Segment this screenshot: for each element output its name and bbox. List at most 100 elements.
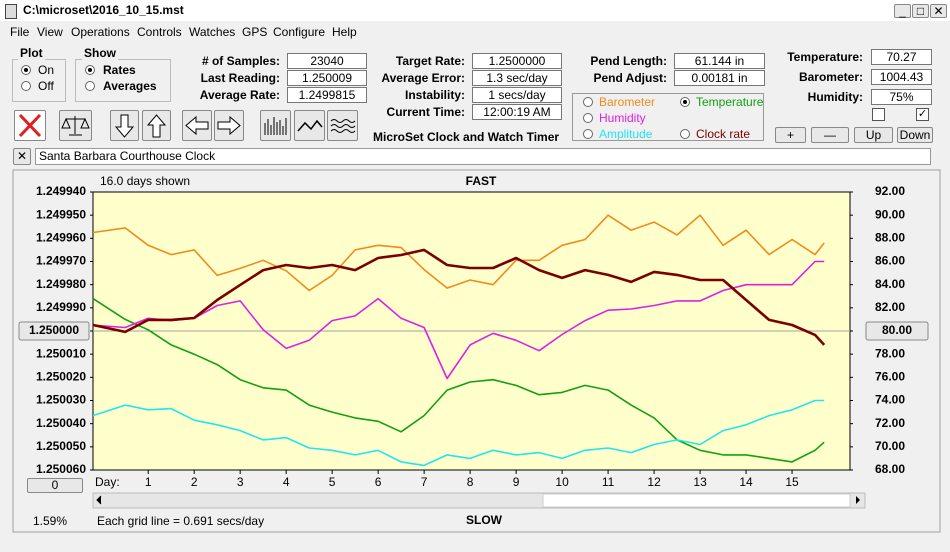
y-tick-label: 1.249990	[36, 300, 86, 314]
down-small-button[interactable]: Down	[897, 127, 933, 143]
legend-label: Barometer	[599, 95, 656, 109]
scroll-thumb[interactable]	[542, 493, 851, 508]
minimize[interactable]: _	[894, 4, 911, 18]
y2-tick-label: 78.00	[875, 346, 905, 360]
x-tick-label: 3	[237, 475, 244, 489]
fast-label: FAST	[466, 174, 497, 188]
menu-item[interactable]: View	[37, 25, 63, 39]
icon	[114, 114, 135, 138]
field-label: Average Error:	[381, 71, 465, 85]
field-value: 1.3 sec/day	[472, 70, 562, 86]
field-value: 23040	[287, 53, 367, 69]
minus-button[interactable]: —	[811, 127, 849, 143]
y2-tick-label: 86.00	[875, 254, 905, 268]
field-value: 75%	[871, 89, 932, 105]
y2-tick-label: 90.00	[875, 207, 905, 221]
radio-rates[interactable]	[85, 65, 95, 75]
checkbox[interactable]	[872, 108, 885, 121]
radio-label: Off	[38, 79, 54, 93]
icon	[297, 119, 323, 132]
x-tick-label: 9	[513, 475, 520, 489]
menu-item[interactable]: Watches	[189, 25, 236, 39]
app-icon	[5, 4, 17, 19]
menu-item[interactable]: File	[10, 25, 30, 39]
x-tick-label: 14	[739, 475, 753, 489]
x-tick-label: 13	[693, 475, 707, 489]
grid-note: Each grid line = 0.691 secs/day	[97, 514, 265, 528]
stop-button[interactable]	[14, 110, 46, 141]
x-tick-label: 7	[421, 475, 428, 489]
icon	[217, 115, 241, 136]
left-button[interactable]	[182, 110, 212, 141]
show-group-label: Show	[82, 46, 118, 60]
window-title: C:\microset\2016_10_15.mst	[23, 3, 184, 17]
legend-label: Temperature	[696, 95, 764, 109]
legend-radio[interactable]	[583, 113, 593, 123]
up-small-button[interactable]: Up	[854, 127, 893, 143]
scroll-right[interactable]	[856, 496, 860, 504]
menu-item[interactable]: GPS	[242, 25, 268, 39]
field-value: 1.250009	[287, 70, 367, 86]
radio-label: Rates	[103, 63, 136, 77]
icon	[185, 115, 209, 136]
radio-label: On	[38, 63, 55, 77]
clear-button[interactable]: ✕	[13, 148, 31, 165]
x-tick-label: 15	[785, 475, 799, 489]
y2-tick-label: 76.00	[875, 370, 905, 384]
down-button[interactable]	[110, 110, 139, 141]
legend-radio[interactable]	[680, 129, 690, 139]
show-group	[75, 59, 171, 102]
y2-tick-label: 88.00	[875, 231, 905, 245]
y-tick-label: 1.250020	[36, 370, 86, 384]
wave-button[interactable]	[327, 110, 358, 141]
line-button[interactable]	[294, 110, 325, 141]
plus-button[interactable]: +	[775, 127, 806, 143]
series-line	[92, 399, 825, 467]
radio-averages[interactable]	[85, 81, 95, 91]
y-tick-label: 1.249980	[36, 277, 86, 291]
radio-on[interactable]	[21, 65, 31, 75]
icon	[61, 116, 90, 136]
x-tick-label: 1	[145, 475, 152, 489]
x-tick-label: 5	[329, 475, 336, 489]
menu-item[interactable]: Controls	[137, 25, 182, 39]
field-value: 1 secs/day	[472, 87, 562, 103]
field-value: 12:00:19 AM	[472, 104, 562, 120]
y-tick-label: 1.250050	[36, 439, 86, 453]
menu-item[interactable]: Help	[332, 25, 357, 39]
radio-off[interactable]	[21, 81, 31, 91]
radio-label: Averages	[103, 79, 157, 93]
y-tick-label: 1.250000	[29, 323, 79, 337]
field-value: 1.2499815	[287, 87, 367, 103]
legend-radio[interactable]	[680, 97, 690, 107]
title-bar: C:\microset\2016_10_15.mst _ □ ✕	[0, 0, 950, 21]
balance-button[interactable]	[59, 110, 92, 141]
field-value: 0.00181 in	[674, 70, 765, 86]
close[interactable]: ✕	[930, 4, 947, 18]
y-tick-label: 1.250030	[36, 393, 86, 407]
series-line	[92, 297, 825, 463]
up-button[interactable]	[142, 110, 171, 141]
field-value: 61.144 in	[674, 53, 765, 69]
legend-radio[interactable]	[583, 97, 593, 107]
scroll-left[interactable]	[96, 495, 102, 505]
menu-item[interactable]: Operations	[71, 25, 130, 39]
y2-tick-label: 82.00	[875, 300, 905, 314]
menu-item[interactable]: Configure	[273, 25, 326, 39]
series-line	[92, 214, 825, 292]
x-tick-label: 12	[647, 475, 661, 489]
y-tick-label: 1.250060	[36, 462, 86, 476]
clock-name[interactable]: Santa Barbara Courthouse Clock	[35, 148, 931, 165]
plot-group-label: Plot	[18, 46, 45, 60]
icon	[330, 119, 356, 133]
zero-button[interactable]: 0	[27, 478, 83, 493]
app-name: MicroSet Clock and Watch Timer	[373, 130, 560, 144]
maximize[interactable]: □	[912, 4, 929, 18]
field-label: Barometer:	[798, 70, 863, 84]
legend-radio[interactable]	[583, 129, 593, 139]
right-button[interactable]	[214, 110, 244, 141]
histogram-button[interactable]	[260, 110, 291, 141]
checkbox-checked[interactable]: ✓	[916, 108, 929, 121]
days-shown: 16.0 days shown	[100, 174, 190, 188]
field-label: Average Rate:	[199, 88, 280, 102]
